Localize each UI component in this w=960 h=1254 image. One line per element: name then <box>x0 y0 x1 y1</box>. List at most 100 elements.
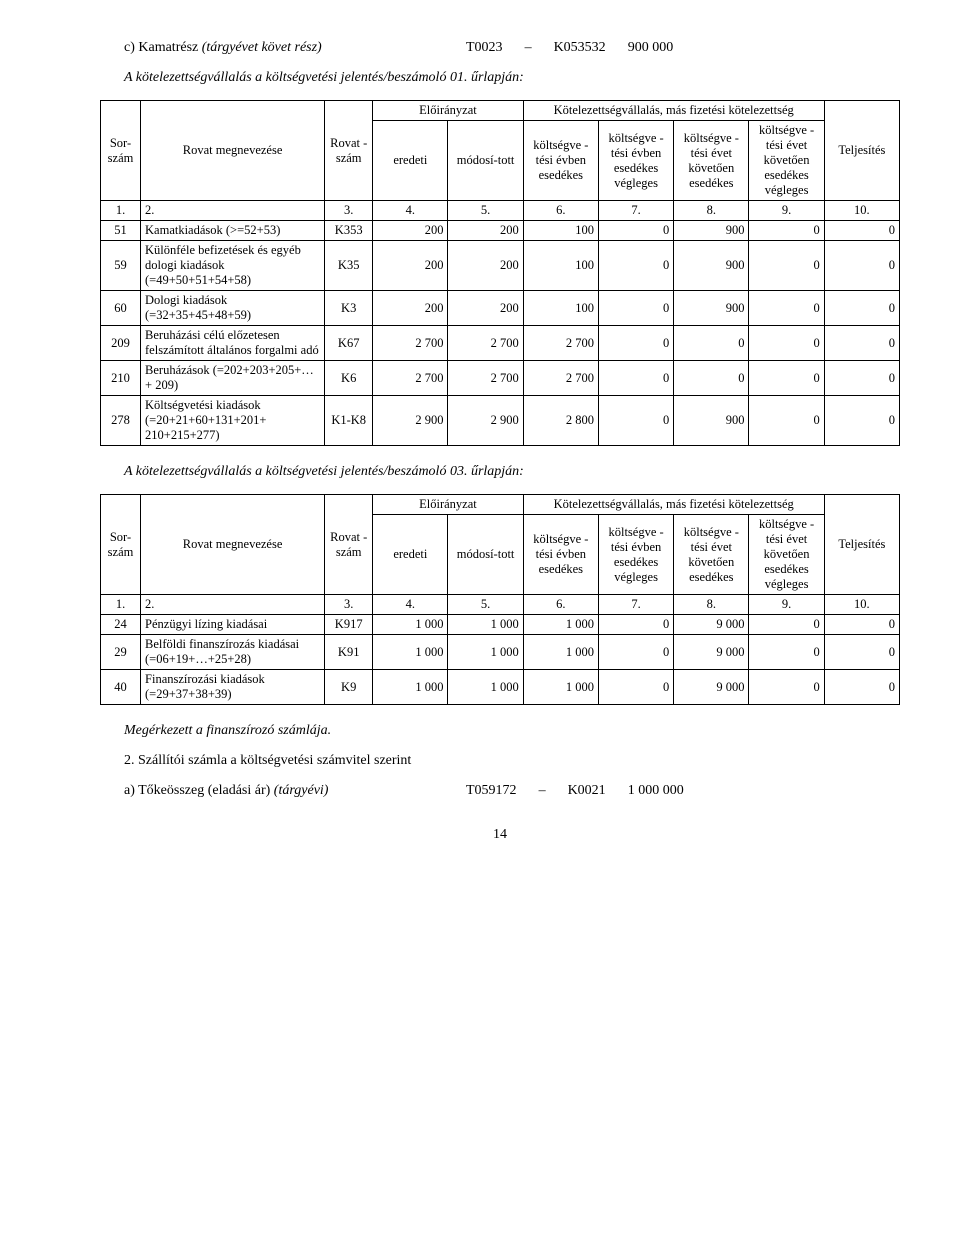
nr: 3. <box>325 201 373 221</box>
th-c4: költségve -tési évet követően esedékes v… <box>749 121 824 201</box>
section-a-label: a) Tőkeösszeg (eladási ár) (tárgyévi) <box>124 783 414 799</box>
section-c-code1: T0023 <box>466 40 503 56</box>
cell-rovat: K35 <box>325 241 373 291</box>
cell-rovat: K917 <box>325 615 373 635</box>
cell-sor: 29 <box>101 635 141 670</box>
cell-value: 0 <box>598 291 673 326</box>
cell-value: 0 <box>749 670 824 705</box>
section-c-row: c) Kamatrész (tárgyévet követ rész) T002… <box>100 40 900 56</box>
cell-name: Beruházási célú előzetesen felszámított … <box>141 326 325 361</box>
cell-name: Beruházások (=202+203+205+…+ 209) <box>141 361 325 396</box>
table-03-head: Sor-szám Rovat megnevezése Rovat -szám E… <box>101 495 900 615</box>
numrow-1: 1. 2. 3. 4. 5. 6. 7. 8. 9. 10. <box>101 201 900 221</box>
table-row: 59Különféle befizetések és egyéb dologi … <box>101 241 900 291</box>
nr: 7. <box>598 201 673 221</box>
th-kotval: Kötelezettségvállalás, más fizetési köte… <box>523 101 824 121</box>
section-a-code2: K0021 <box>568 783 606 799</box>
cell-sor: 60 <box>101 291 141 326</box>
cell-sor: 24 <box>101 615 141 635</box>
section-a-italic: (tárgyévi) <box>274 783 329 798</box>
cell-value: 9 000 <box>674 615 749 635</box>
section-a-prefix: a) Tőkeösszeg (eladási ár) <box>124 783 274 798</box>
cell-value: 0 <box>749 291 824 326</box>
th-c2: költségve -tési évben esedékes végleges <box>598 515 673 595</box>
cell-sor: 209 <box>101 326 141 361</box>
cell-value: 0 <box>749 361 824 396</box>
cell-value: 0 <box>598 396 673 446</box>
table-row: 24Pénzügyi lízing kiadásaiK9171 0001 000… <box>101 615 900 635</box>
cell-rovat: K1-K8 <box>325 396 373 446</box>
cell-value: 0 <box>749 221 824 241</box>
cell-value: 200 <box>448 291 523 326</box>
section-a-code1: T059172 <box>466 783 517 799</box>
th-eloir: Előirányzat <box>373 101 524 121</box>
cell-value: 2 700 <box>373 361 448 396</box>
cell-value: 1 000 <box>448 635 523 670</box>
cell-rovat: K67 <box>325 326 373 361</box>
th-c3: költségve -tési évet követően esedékes <box>674 121 749 201</box>
note-01: A kötelezettségvállalás a költségvetési … <box>100 70 900 86</box>
section-c-prefix: c) Kamatrész <box>124 40 202 55</box>
cell-value: 0 <box>824 241 899 291</box>
line-2-szallitoi: 2. Szállítói számla a költségvetési szám… <box>100 753 900 769</box>
cell-value: 1 000 <box>523 635 598 670</box>
cell-value: 200 <box>448 221 523 241</box>
cell-value: 1 000 <box>448 615 523 635</box>
th-telj: Teljesítés <box>824 495 899 595</box>
table-01-body: 51Kamatkiadások (>=52+53)K35320020010009… <box>101 221 900 446</box>
th-rovat-szam: Rovat -szám <box>325 495 373 595</box>
nr: 4. <box>373 201 448 221</box>
section-a-codes: T059172 – K0021 1 000 000 <box>466 783 900 799</box>
th-modos: módosí-tott <box>448 121 523 201</box>
cell-value: 2 700 <box>448 326 523 361</box>
cell-value: 0 <box>598 221 673 241</box>
table-row: 60Dologi kiadások (=32+35+45+48+59)K3200… <box>101 291 900 326</box>
nr: 6. <box>523 201 598 221</box>
cell-sor: 210 <box>101 361 141 396</box>
cell-name: Finanszírozási kiadások (=29+37+38+39) <box>141 670 325 705</box>
cell-name: Pénzügyi lízing kiadásai <box>141 615 325 635</box>
cell-sor: 59 <box>101 241 141 291</box>
cell-value: 2 700 <box>448 361 523 396</box>
cell-value: 100 <box>523 241 598 291</box>
section-a-amount: 1 000 000 <box>628 783 684 799</box>
cell-value: 9 000 <box>674 670 749 705</box>
cell-value: 0 <box>749 635 824 670</box>
nr: 2. <box>141 201 325 221</box>
cell-value: 200 <box>373 221 448 241</box>
th-c2: költségve -tési évben esedékes végleges <box>598 121 673 201</box>
th-telj: Teljesítés <box>824 101 899 201</box>
th-c3: költségve -tési évet követően esedékes <box>674 515 749 595</box>
cell-value: 0 <box>824 291 899 326</box>
nr: 9. <box>749 201 824 221</box>
cell-value: 200 <box>373 291 448 326</box>
cell-value: 2 700 <box>523 361 598 396</box>
cell-name: Kamatkiadások (>=52+53) <box>141 221 325 241</box>
cell-name: Költségvetési kiadások (=20+21+60+131+20… <box>141 396 325 446</box>
cell-name: Belföldi finanszírozás kiadásai (=06+19+… <box>141 635 325 670</box>
table-01-head: Sor-szám Rovat megnevezése Rovat -szám E… <box>101 101 900 221</box>
cell-value: 0 <box>598 326 673 361</box>
cell-rovat: K3 <box>325 291 373 326</box>
th-eloir: Előirányzat <box>373 495 524 515</box>
cell-rovat: K353 <box>325 221 373 241</box>
table-row: 29Belföldi finanszírozás kiadásai (=06+1… <box>101 635 900 670</box>
cell-value: 100 <box>523 291 598 326</box>
arrived-note: Megérkezett a finanszírozó számlája. <box>100 723 900 739</box>
cell-name: Különféle befizetések és egyéb dologi ki… <box>141 241 325 291</box>
cell-value: 0 <box>749 396 824 446</box>
cell-value: 2 700 <box>523 326 598 361</box>
nr: 1. <box>101 595 141 615</box>
cell-sor: 278 <box>101 396 141 446</box>
cell-value: 0 <box>749 241 824 291</box>
numrow-2: 1. 2. 3. 4. 5. 6. 7. 8. 9. 10. <box>101 595 900 615</box>
table-row: 210Beruházások (=202+203+205+…+ 209)K62 … <box>101 361 900 396</box>
th-sor: Sor-szám <box>101 101 141 201</box>
nr: 1. <box>101 201 141 221</box>
cell-value: 2 800 <box>523 396 598 446</box>
table-row: 209Beruházási célú előzetesen felszámíto… <box>101 326 900 361</box>
nr: 6. <box>523 595 598 615</box>
table-03: Sor-szám Rovat megnevezése Rovat -szám E… <box>100 494 900 705</box>
th-sor: Sor-szám <box>101 495 141 595</box>
cell-value: 900 <box>674 291 749 326</box>
